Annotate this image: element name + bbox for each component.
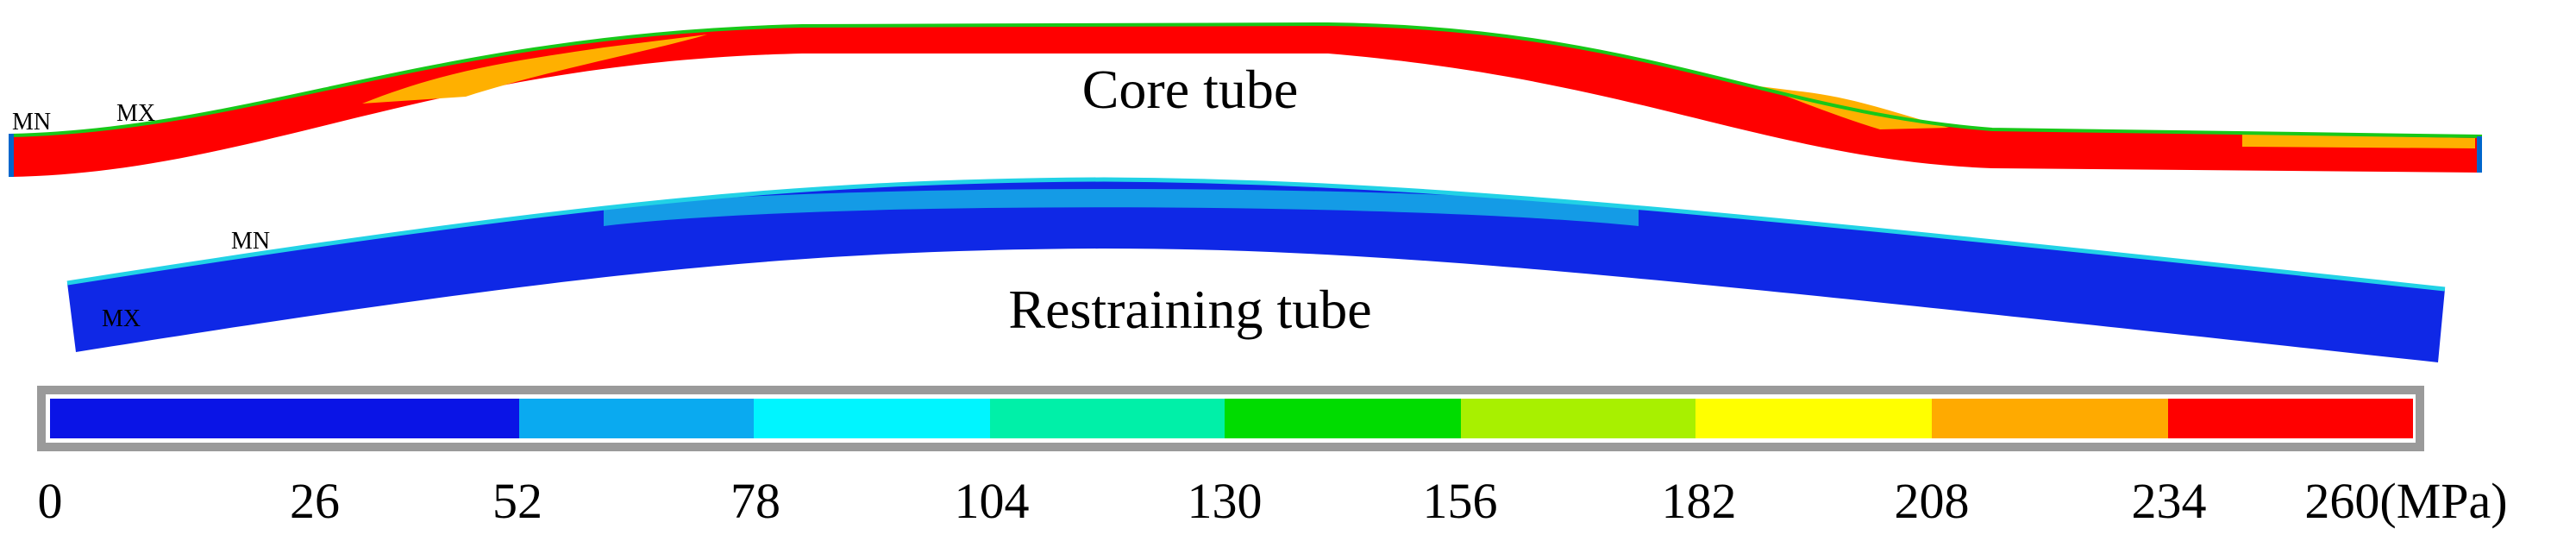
core-tube-yield-band xyxy=(362,35,707,104)
core-tube-yield-band xyxy=(2242,134,2475,148)
legend-tick-label: 26 xyxy=(290,473,340,529)
core-max-marker: MX xyxy=(116,100,155,127)
restraining-tube-edge xyxy=(66,177,2446,292)
legend-tick-label: 208 xyxy=(1895,473,1970,529)
legend-tick-label: 78 xyxy=(730,473,780,529)
core-tube-label: Core tube xyxy=(1082,59,1299,120)
restraining-tube-light-band xyxy=(604,189,1639,226)
legend-tick-label: 130 xyxy=(1188,473,1263,529)
legend-cell xyxy=(519,399,754,438)
legend-cell xyxy=(1695,399,1932,438)
legend-tick-label: 182 xyxy=(1662,473,1737,529)
legend-cell xyxy=(1225,399,1461,438)
legend-cell xyxy=(2168,399,2413,438)
restraining-tube-body xyxy=(67,179,2445,362)
legend-cell xyxy=(990,399,1225,438)
stress-legend: 0 26 52 78 104 130 156 182 208 234 260(MPa) xyxy=(37,386,2508,529)
legend-tick-label: 52 xyxy=(492,473,542,529)
restraining-tube-contour xyxy=(66,177,2446,362)
restrain-min-marker: MN xyxy=(231,228,270,255)
legend-frame xyxy=(37,386,2424,451)
legend-cell xyxy=(50,399,519,438)
restraining-tube-label: Restraining tube xyxy=(1008,279,1371,340)
legend-tick-label: 104 xyxy=(955,473,1030,529)
legend-cell xyxy=(1461,399,1695,438)
legend-tick-label: 156 xyxy=(1423,473,1498,529)
core-tube-end-cap xyxy=(9,134,14,177)
core-tube-contour xyxy=(9,22,2483,177)
legend-cell xyxy=(1932,399,2168,438)
legend-tick-labels: 0 26 52 78 104 130 156 182 208 234 260(MPa) xyxy=(38,473,2508,529)
legend-tick-label: 234 xyxy=(2132,473,2207,529)
core-tube-end-cap xyxy=(2477,136,2482,173)
core-min-marker: MN xyxy=(12,109,51,135)
core-tube-body xyxy=(10,24,2482,177)
restrain-max-marker: MX xyxy=(102,305,141,332)
core-tube-edge xyxy=(9,22,2483,138)
legend-tick-label: 260(MPa) xyxy=(2304,473,2507,529)
legend-color-cells xyxy=(50,399,2413,438)
legend-tick-label: 0 xyxy=(38,473,63,529)
legend-cell xyxy=(754,399,990,438)
